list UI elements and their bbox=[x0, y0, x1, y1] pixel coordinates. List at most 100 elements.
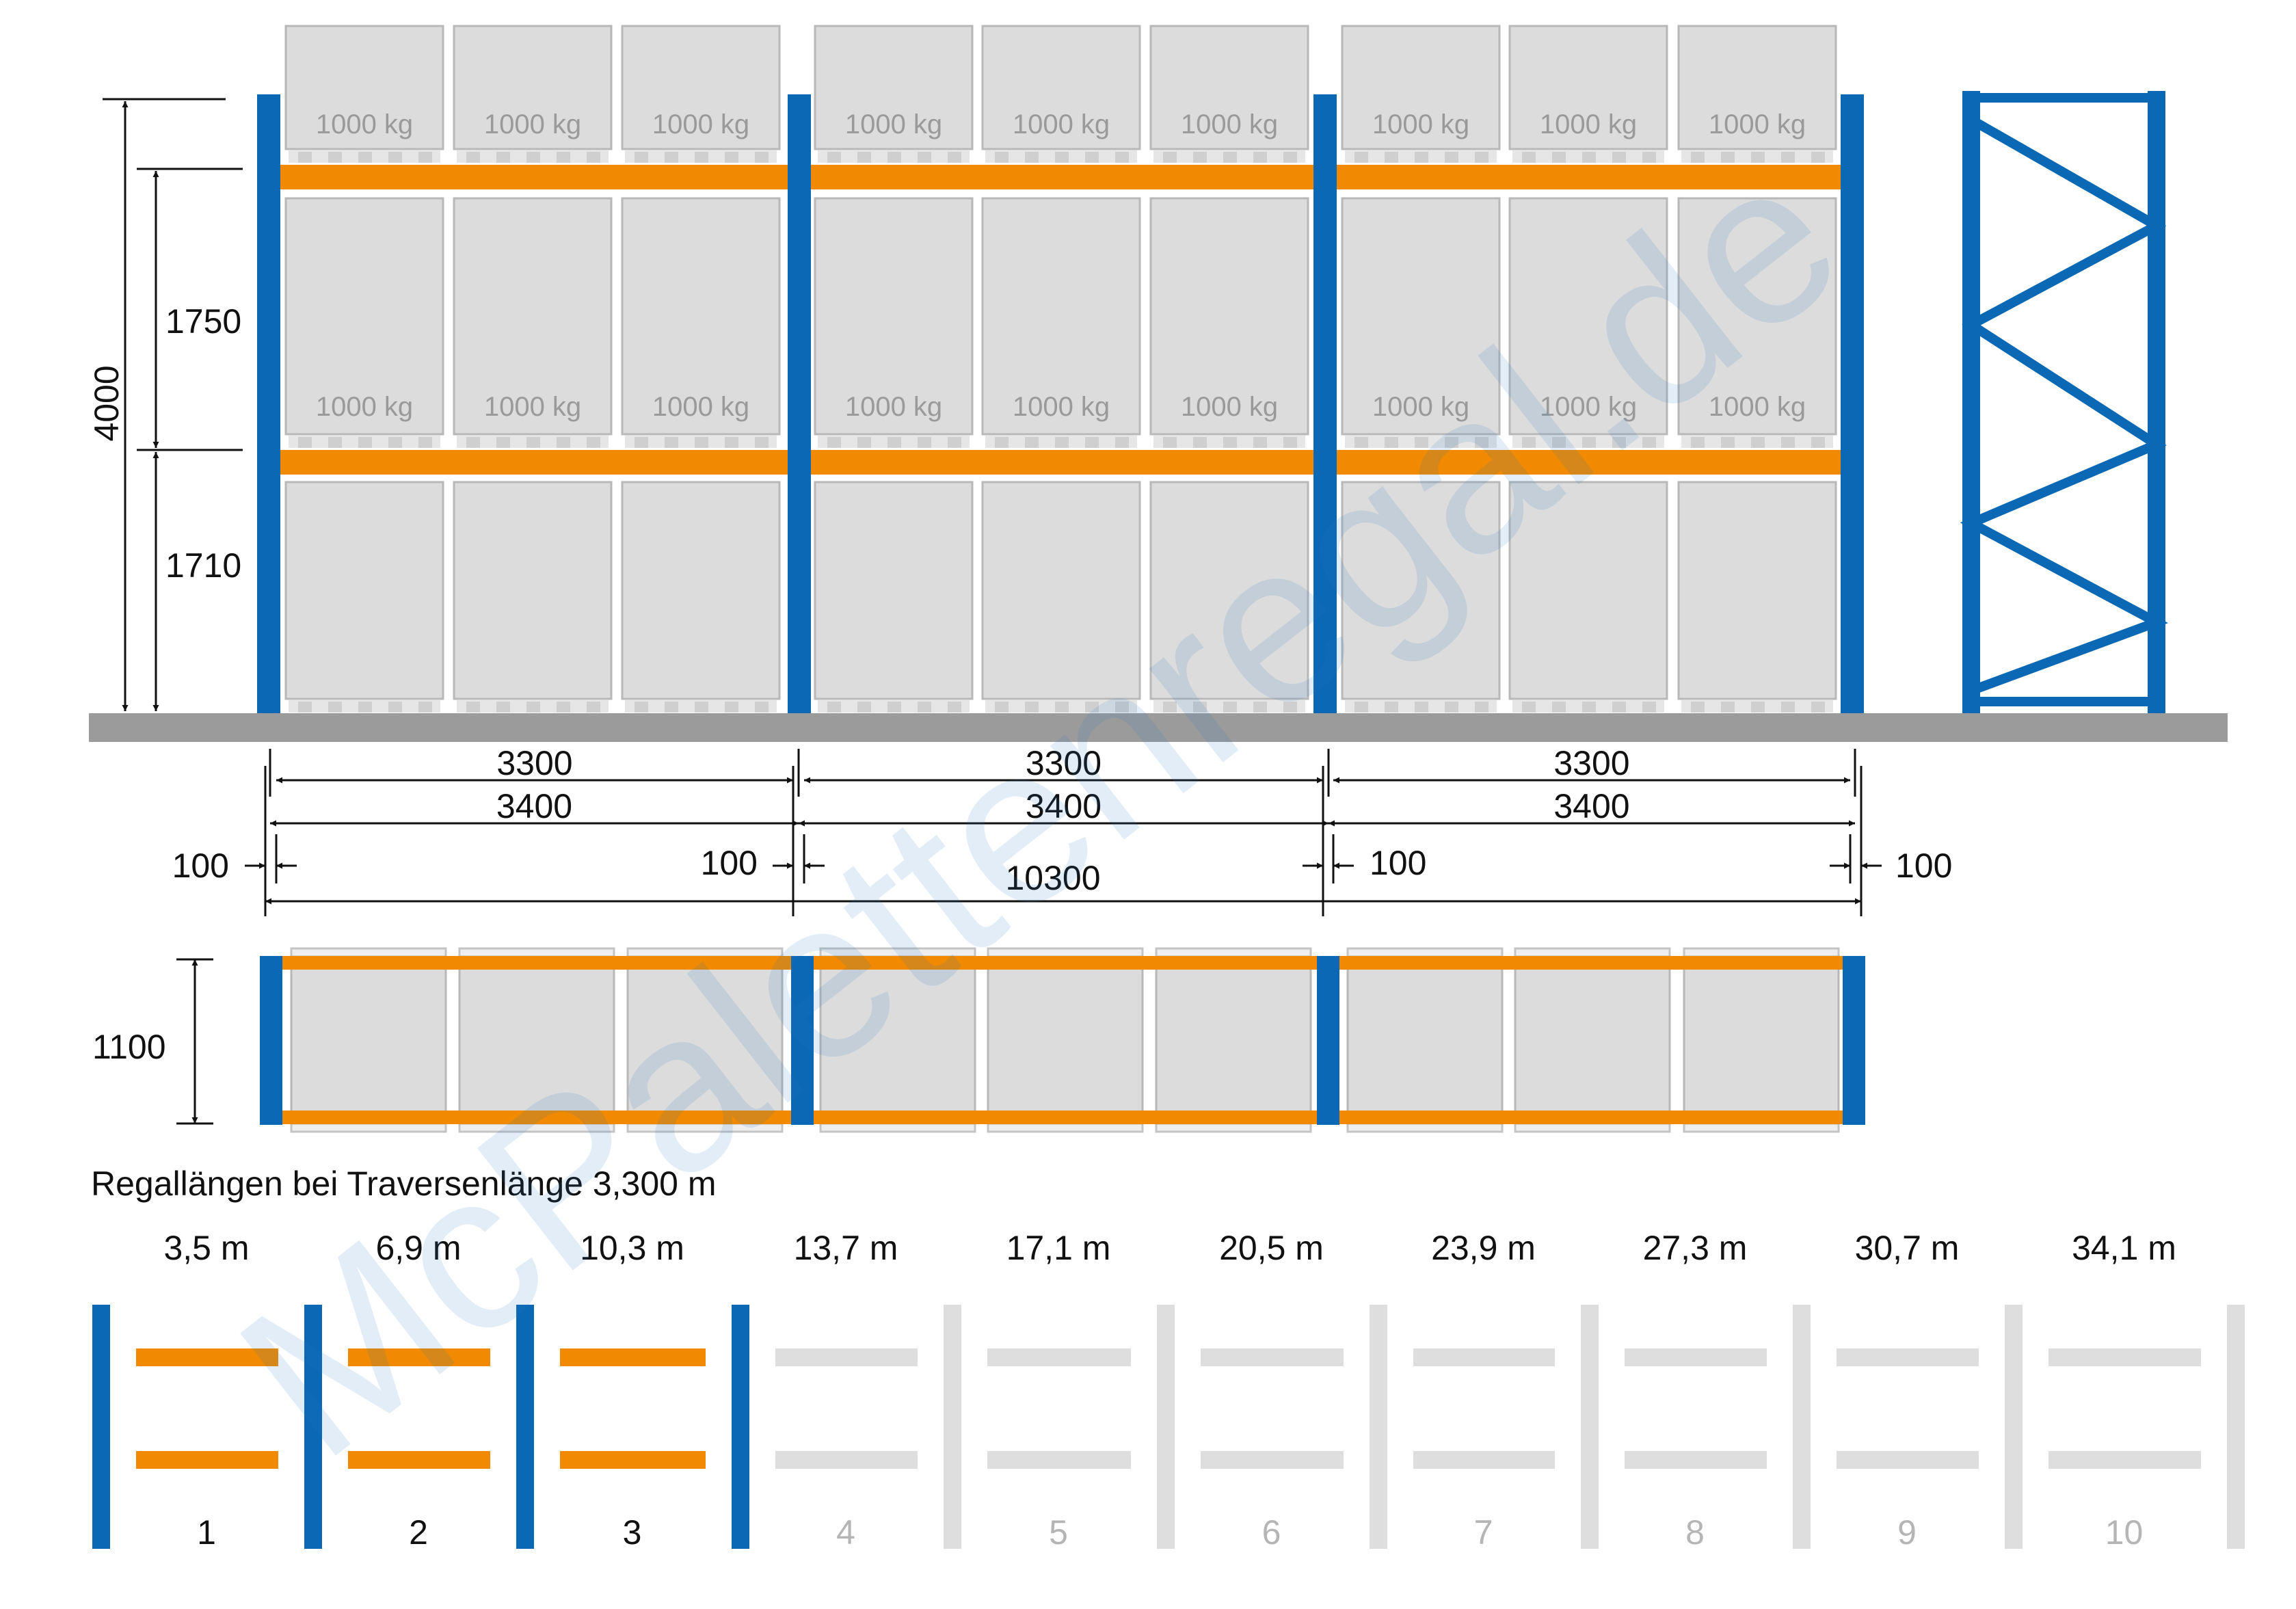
length-number: 6 bbox=[1262, 1513, 1281, 1552]
length-number: 1 bbox=[197, 1513, 216, 1552]
pallet-block bbox=[948, 152, 961, 163]
pallet-box bbox=[621, 481, 781, 700]
pallet-block bbox=[1721, 437, 1735, 448]
pallet-block bbox=[887, 152, 901, 163]
pallet-block bbox=[358, 152, 372, 163]
pallet-load-label: 1000 kg bbox=[484, 392, 581, 422]
pallet-block bbox=[827, 437, 841, 448]
pallet-plan bbox=[819, 955, 976, 1125]
pallet-block bbox=[496, 437, 510, 448]
pallet-block bbox=[418, 152, 432, 163]
beam-plan bbox=[813, 1111, 1317, 1124]
pallet-block bbox=[948, 437, 961, 448]
pallet-block bbox=[995, 702, 1009, 713]
pallet-block bbox=[827, 702, 841, 713]
pallet-block bbox=[1025, 152, 1039, 163]
pallet-block bbox=[388, 437, 402, 448]
pallet-block bbox=[1223, 437, 1237, 448]
pallet-block bbox=[995, 152, 1009, 163]
length-upright bbox=[1157, 1305, 1175, 1549]
upright bbox=[257, 94, 280, 713]
beam-plan bbox=[813, 956, 1317, 970]
label-beam-length: 3300 bbox=[1553, 744, 1629, 782]
label-beam-length: 3300 bbox=[496, 744, 572, 782]
length-value: 27,3 m bbox=[1643, 1229, 1748, 1267]
pallet-block bbox=[1751, 702, 1765, 713]
length-beam-lower bbox=[560, 1451, 706, 1469]
beam bbox=[811, 165, 1313, 189]
label-depth: 1100 bbox=[92, 1028, 166, 1066]
pallet-block bbox=[1115, 702, 1129, 713]
pallet-box bbox=[1341, 197, 1501, 436]
beam bbox=[280, 165, 788, 189]
length-number: 3 bbox=[623, 1513, 642, 1552]
beam-plan bbox=[282, 956, 791, 970]
pallet-box bbox=[1508, 197, 1668, 436]
pallet-block bbox=[466, 702, 480, 713]
pallet-load-label: 1000 kg bbox=[1013, 109, 1110, 139]
length-beam-upper bbox=[775, 1348, 918, 1366]
pallet-plan bbox=[1514, 955, 1671, 1125]
pallet-block bbox=[665, 437, 678, 448]
pallet-block bbox=[1721, 152, 1735, 163]
pallet-block bbox=[466, 152, 480, 163]
pallet-block bbox=[1811, 702, 1825, 713]
pallet-plan bbox=[290, 955, 447, 1125]
label-level-upper: 1750 bbox=[165, 302, 241, 341]
length-upright bbox=[2227, 1305, 2245, 1549]
length-beam-lower bbox=[136, 1451, 278, 1469]
pallet-block bbox=[887, 437, 901, 448]
pallet-block bbox=[1193, 437, 1207, 448]
pallet-box bbox=[284, 25, 444, 150]
length-table-items: 3,5 m 1 6,9 m 2 10,3 m 3 13,7 m 4 17,1 m 5 20,5 m 6… bbox=[92, 1229, 2245, 1552]
pallet-block bbox=[725, 702, 738, 713]
pallet-block bbox=[1025, 437, 1039, 448]
pallet-block bbox=[388, 152, 402, 163]
length-upright bbox=[304, 1305, 322, 1549]
pallet-block bbox=[388, 702, 402, 713]
pallet-box bbox=[284, 197, 444, 436]
beams-plan bbox=[282, 956, 1843, 1124]
pallet-block bbox=[526, 152, 540, 163]
pallet-block bbox=[1475, 702, 1489, 713]
upright bbox=[1841, 94, 1864, 713]
pallet-load-label: 1000 kg bbox=[1013, 392, 1110, 422]
frame-post-left bbox=[1962, 91, 1980, 713]
pallet-box bbox=[453, 25, 613, 150]
length-number: 8 bbox=[1685, 1513, 1705, 1552]
pallet-block bbox=[1552, 702, 1566, 713]
pallet-load-label: 1000 kg bbox=[652, 109, 749, 139]
pallet-block bbox=[1415, 437, 1428, 448]
length-number: 2 bbox=[409, 1513, 428, 1552]
pallet-block bbox=[1385, 702, 1398, 713]
pallet-block bbox=[1354, 152, 1368, 163]
uprights-plan bbox=[260, 956, 1865, 1125]
pallet-block bbox=[1163, 437, 1177, 448]
length-upright bbox=[944, 1305, 961, 1549]
length-upright bbox=[1370, 1305, 1387, 1549]
pallet-block bbox=[1582, 702, 1596, 713]
pallet-load-label: 1000 kg bbox=[1372, 392, 1469, 422]
length-upright bbox=[516, 1305, 534, 1549]
pallet-block bbox=[298, 437, 312, 448]
pallet-block bbox=[1193, 702, 1207, 713]
pallet-block bbox=[526, 702, 540, 713]
floor bbox=[89, 713, 2228, 742]
pallet-block bbox=[918, 437, 931, 448]
label-upright-width: 100 bbox=[1895, 847, 1952, 885]
pallet-block bbox=[1522, 152, 1536, 163]
pallet-block bbox=[1811, 437, 1825, 448]
pallet-block bbox=[1612, 437, 1626, 448]
side-frame bbox=[1960, 91, 2169, 713]
label-total-height: 4000 bbox=[88, 365, 126, 441]
length-upright bbox=[1793, 1305, 1811, 1549]
pallet-block bbox=[1691, 702, 1705, 713]
pallet-block bbox=[328, 152, 342, 163]
pallet-block bbox=[358, 702, 372, 713]
pallet-block bbox=[587, 702, 600, 713]
pallet-block bbox=[1582, 437, 1596, 448]
pallet-block bbox=[635, 152, 648, 163]
pallet-box bbox=[1508, 481, 1668, 700]
pallet-block bbox=[1085, 152, 1099, 163]
label-beam-length: 3300 bbox=[1026, 744, 1102, 782]
